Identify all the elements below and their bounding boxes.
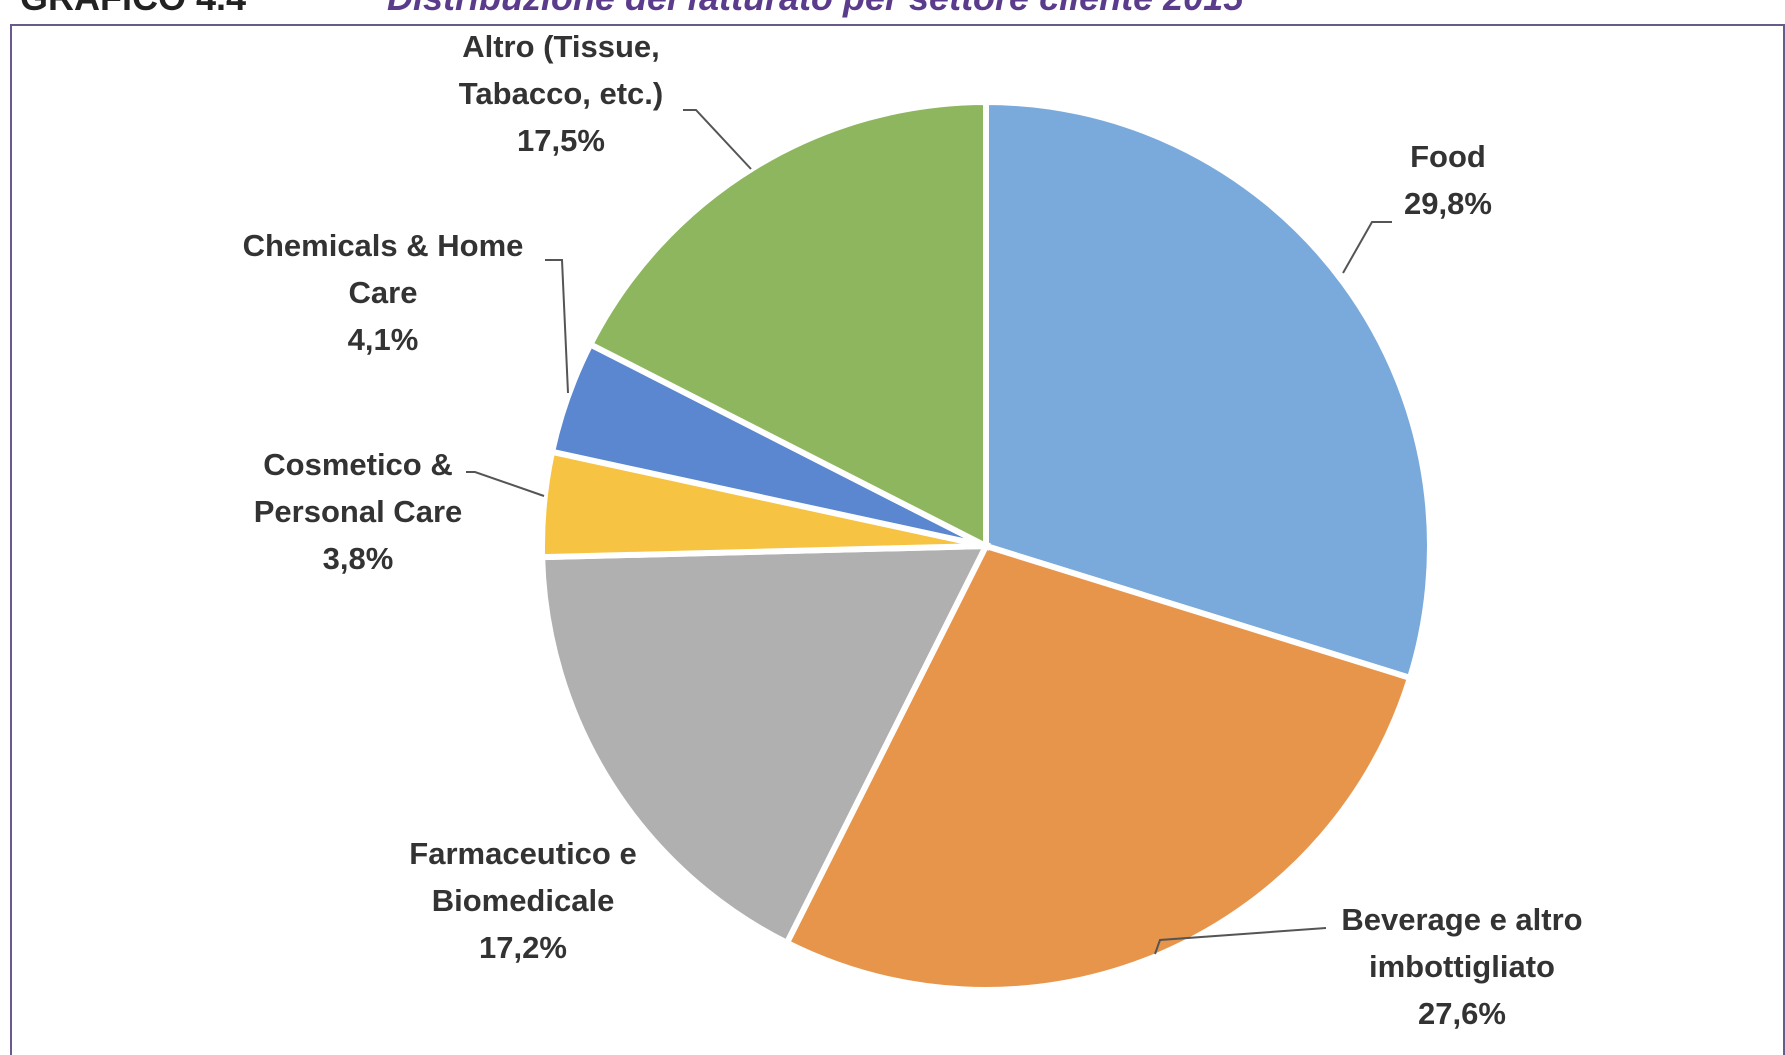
leader-line <box>1342 221 1392 274</box>
leader-line <box>466 471 545 497</box>
chart-heading: GRAFICO 4.4 <box>20 0 246 18</box>
data-label: Altro (Tissue, Tabacco, etc.) <box>459 29 663 111</box>
leader-line <box>1154 927 1327 955</box>
label-line: imbottigliato <box>1369 949 1555 984</box>
pie-slice <box>539 542 991 947</box>
data-label: Chemicals & Home Care <box>243 228 524 310</box>
value-label: 3,8% <box>323 541 394 576</box>
pie-slice <box>782 542 1414 993</box>
frame <box>10 24 1785 1055</box>
chart-title: Distribuzione del fatturato per settore … <box>387 0 1244 18</box>
label-line: Care <box>349 275 418 310</box>
value-label: 29,8% <box>1404 186 1492 221</box>
value-label: 27,6% <box>1418 996 1506 1031</box>
data-label: Farmaceutico e Biomedicale <box>409 836 636 918</box>
label-line: Altro (Tissue, <box>462 29 660 64</box>
label-line: Cosmetico & <box>263 447 452 482</box>
value-label: 4,1% <box>348 322 419 357</box>
pie-slice <box>586 98 989 551</box>
data-label: Beverage e altro imbottigliato <box>1341 902 1582 984</box>
value-label: 17,2% <box>479 930 567 965</box>
pie-slice <box>983 98 1433 682</box>
data-label: Cosmetico & Personal Care <box>254 447 463 529</box>
label-line: Farmaceutico e <box>409 836 636 871</box>
label-line: Biomedicale <box>432 883 615 918</box>
label-line: Chemicals & Home <box>243 228 524 263</box>
label-line: Food <box>1410 139 1486 174</box>
label-line: Personal Care <box>254 494 463 529</box>
label-line: Tabacco, etc.) <box>459 76 663 111</box>
leader-line <box>683 109 752 170</box>
leader-line <box>545 259 569 394</box>
label-line: Beverage e altro <box>1341 902 1582 937</box>
data-label: Food <box>1410 139 1486 174</box>
value-label: 17,5% <box>517 123 605 158</box>
